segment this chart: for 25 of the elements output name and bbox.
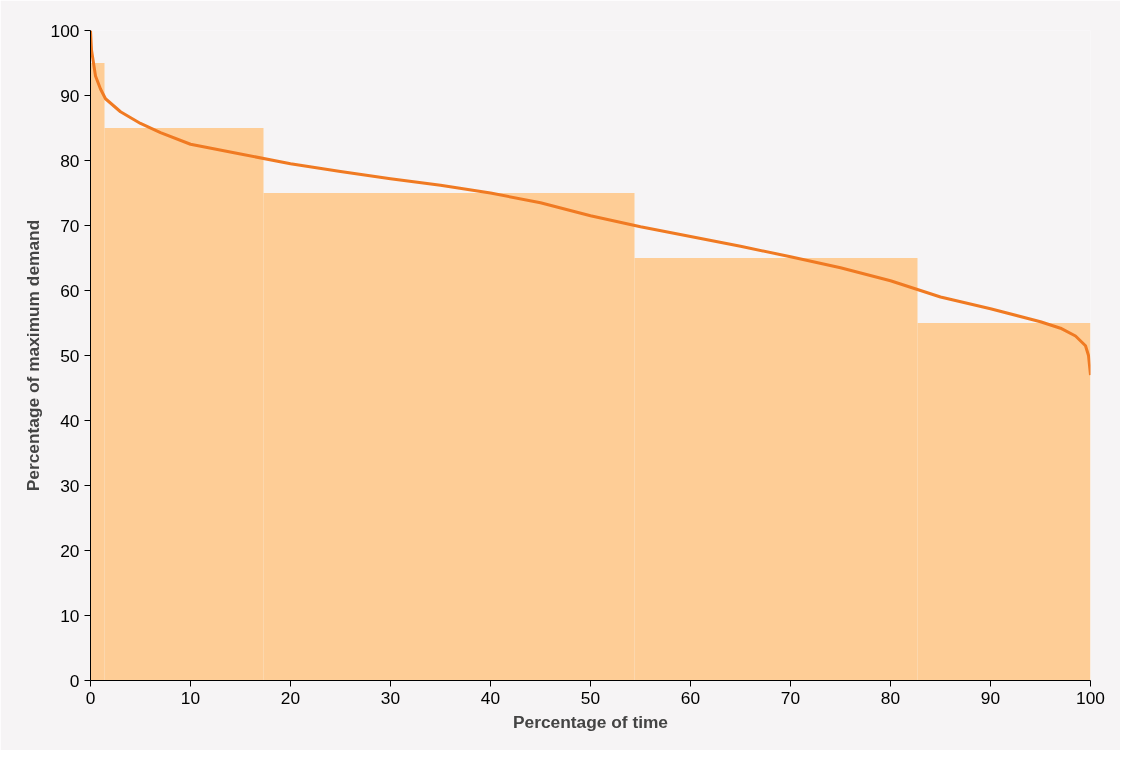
x-tick-label: 90 (980, 687, 1001, 708)
y-tick-label: 70 (60, 215, 80, 236)
x-tick-label: 100 (1076, 687, 1105, 708)
x-tick-label: 80 (880, 687, 901, 708)
y-tick-label: 60 (60, 280, 80, 301)
y-tick-label: 40 (60, 410, 80, 431)
y-tick-label: 20 (60, 540, 80, 561)
x-axis-title: Percentage of time (512, 711, 669, 732)
y-tick-label: 90 (60, 85, 80, 106)
y-tick-label: 30 (60, 475, 80, 496)
x-tick-label: 50 (580, 687, 601, 708)
y-axis-title: Percentage of maximum demand (22, 219, 43, 492)
y-tick-label: 50 (60, 345, 80, 366)
x-tick-label: 20 (280, 687, 301, 708)
y-tick-label: 100 (50, 20, 80, 41)
x-tick-label: 0 (85, 687, 96, 708)
line-series (90, 30, 1091, 377)
x-tick-label: 70 (780, 687, 801, 708)
x-tick-label: 40 (480, 687, 501, 708)
y-tick-label: 80 (60, 150, 80, 171)
x-tick-label: 10 (180, 687, 201, 708)
x-tick-label: 60 (680, 687, 701, 708)
y-tick-label: 0 (69, 670, 80, 691)
x-tick-label: 30 (380, 687, 401, 708)
y-tick-label: 10 (60, 605, 80, 626)
